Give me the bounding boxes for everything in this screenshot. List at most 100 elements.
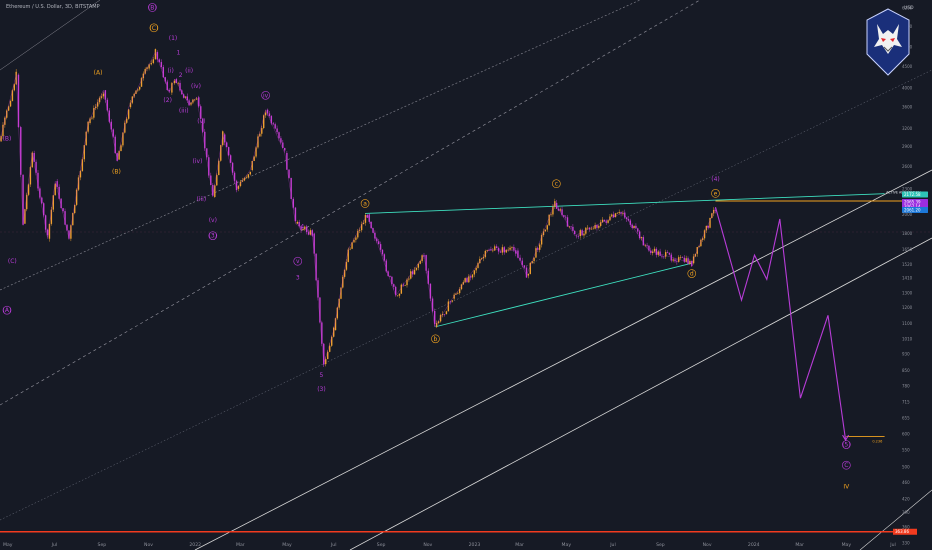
candle bbox=[559, 209, 561, 211]
candle bbox=[683, 257, 686, 262]
candle bbox=[214, 185, 216, 197]
wave-label: 1 bbox=[176, 50, 180, 57]
candle bbox=[572, 226, 574, 231]
candle bbox=[515, 250, 517, 254]
candle bbox=[237, 185, 240, 189]
candle bbox=[338, 298, 340, 308]
candle bbox=[194, 99, 196, 101]
x-tick-label: Sep bbox=[377, 542, 386, 548]
candle bbox=[705, 225, 708, 231]
candle bbox=[48, 223, 51, 239]
wave-label: b bbox=[434, 336, 438, 343]
candle bbox=[620, 212, 622, 214]
candle bbox=[173, 80, 176, 84]
y-tick-label: 1520 bbox=[902, 262, 913, 267]
candle bbox=[342, 276, 344, 288]
wave-label: C bbox=[844, 462, 848, 469]
price-badge-label: 2065.39 bbox=[904, 200, 921, 205]
candle bbox=[464, 278, 466, 283]
candle bbox=[475, 267, 477, 271]
candle bbox=[385, 260, 387, 272]
candle bbox=[564, 216, 567, 218]
candle bbox=[637, 228, 639, 232]
y-tick-label: 780 bbox=[902, 384, 910, 389]
candle bbox=[340, 287, 342, 299]
candle bbox=[262, 115, 265, 129]
candle bbox=[126, 118, 128, 123]
candle bbox=[156, 52, 159, 60]
candle bbox=[288, 169, 290, 178]
candle bbox=[243, 178, 246, 181]
candle bbox=[208, 157, 210, 176]
candle bbox=[79, 170, 82, 178]
candle bbox=[233, 172, 236, 181]
x-tick-label: Mar bbox=[795, 542, 804, 548]
wave-label: (B) bbox=[3, 135, 12, 142]
y-tick-label: 3600 bbox=[902, 105, 913, 110]
wave-label-circle bbox=[711, 189, 720, 198]
candle bbox=[468, 276, 470, 283]
candle bbox=[668, 252, 671, 255]
candle bbox=[473, 270, 476, 275]
candle bbox=[542, 231, 545, 236]
candle bbox=[417, 263, 420, 268]
candle bbox=[188, 100, 190, 106]
y-tick-label: 1410 bbox=[902, 276, 913, 281]
wave-label-circle bbox=[842, 460, 851, 470]
wave-label-circle bbox=[293, 256, 303, 266]
candle bbox=[315, 253, 317, 281]
candle bbox=[319, 297, 321, 323]
x-tick-label: 2023 bbox=[469, 542, 481, 548]
candle bbox=[415, 267, 418, 270]
price-path bbox=[0, 51, 716, 365]
candle bbox=[349, 248, 351, 250]
candle bbox=[334, 318, 337, 331]
candle bbox=[566, 217, 569, 227]
triangle-upper bbox=[365, 193, 885, 214]
y-tick-label: 2300 bbox=[902, 186, 913, 191]
price-badge bbox=[902, 207, 928, 214]
y-tick-label: 2900 bbox=[902, 144, 913, 149]
candle bbox=[202, 118, 204, 132]
candle bbox=[359, 230, 361, 231]
candle bbox=[137, 89, 139, 91]
candle bbox=[272, 123, 274, 125]
candle bbox=[661, 255, 663, 257]
candle bbox=[653, 248, 656, 252]
candle bbox=[539, 244, 541, 250]
candle bbox=[52, 195, 54, 210]
x-tick-label: Sep bbox=[656, 542, 665, 548]
candle bbox=[603, 219, 606, 222]
candle bbox=[29, 167, 32, 185]
candle bbox=[96, 102, 99, 107]
candle bbox=[590, 228, 593, 230]
candle bbox=[477, 263, 479, 268]
candle bbox=[231, 162, 234, 173]
candle bbox=[505, 249, 507, 253]
candle bbox=[164, 77, 166, 82]
candle bbox=[307, 232, 310, 235]
candle bbox=[0, 136, 2, 142]
candle bbox=[607, 220, 609, 223]
y-tick-label: 930 bbox=[902, 352, 910, 357]
candle bbox=[531, 261, 533, 263]
candle bbox=[11, 90, 14, 101]
candle bbox=[64, 211, 66, 225]
candle bbox=[216, 175, 218, 186]
candle bbox=[114, 136, 116, 154]
candle bbox=[379, 244, 382, 250]
candle bbox=[511, 247, 513, 248]
candle bbox=[609, 216, 611, 221]
candle bbox=[581, 230, 583, 236]
candle bbox=[26, 194, 28, 210]
wave-label: (v) bbox=[209, 217, 217, 224]
candle bbox=[451, 300, 453, 302]
symbol-title: Ethereum / U.S. Dollar, 3D, BITSTAMP bbox=[6, 4, 100, 10]
candle bbox=[554, 201, 556, 207]
candle bbox=[37, 172, 39, 189]
candle bbox=[611, 214, 613, 217]
candle bbox=[408, 278, 410, 280]
candle bbox=[280, 138, 282, 143]
candle bbox=[286, 152, 288, 170]
